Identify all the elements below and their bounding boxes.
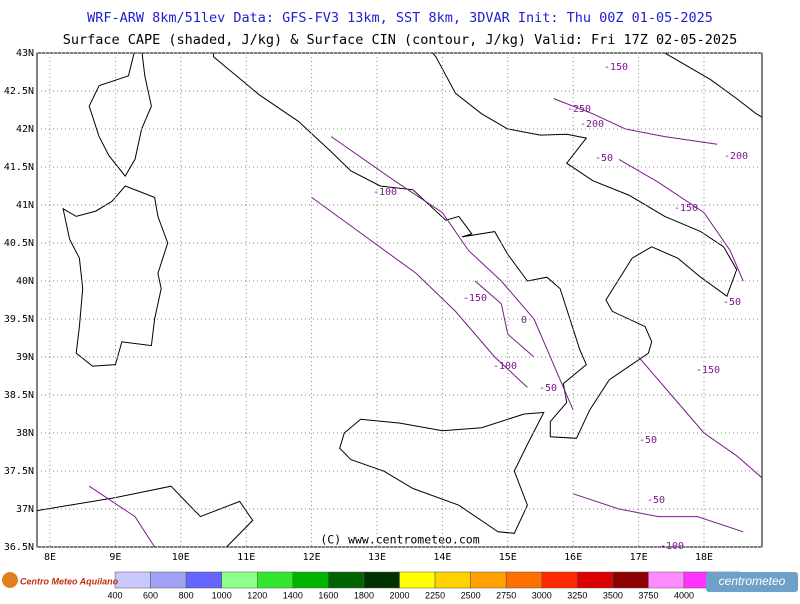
lon-label: 13E — [368, 552, 386, 563]
colorbar-label: 400 — [107, 590, 122, 600]
colorbar-box — [541, 571, 578, 589]
contour-label: 0 — [521, 315, 527, 326]
cin-contour — [330, 136, 574, 411]
lat-label: 40N — [16, 276, 34, 287]
logo-left-text: Centro Meteo Aquilano — [20, 576, 119, 586]
coastline — [663, 53, 762, 118]
lon-label: 14E — [433, 552, 451, 563]
logo-icon — [2, 572, 18, 588]
lat-label: 43N — [16, 48, 34, 59]
lon-label: 8E — [44, 552, 56, 563]
colorbar-label: 2000 — [389, 590, 409, 600]
logo-right: centrometeo — [706, 572, 798, 592]
coastline — [213, 53, 738, 439]
lat-label: 40.5N — [4, 238, 34, 249]
lat-label: 39.5N — [4, 314, 34, 325]
lon-label: 9E — [109, 552, 121, 563]
colorbar-label: 2750 — [496, 590, 516, 600]
lat-label: 42.5N — [4, 86, 34, 97]
header-line2: Surface CAPE (shaded, J/kg) & Surface CI… — [63, 32, 738, 48]
coastline — [339, 411, 545, 534]
contour-label: -50 — [723, 297, 741, 308]
contour-label: -100 — [373, 187, 397, 198]
map-frame — [36, 52, 763, 548]
lon-label: 11E — [237, 552, 255, 563]
colorbar-label: 600 — [143, 590, 158, 600]
contour-label: -150 — [463, 293, 487, 304]
coastline — [37, 485, 254, 547]
contour-label: -150 — [696, 365, 720, 376]
colorbar-label: 3750 — [638, 590, 658, 600]
colorbar-box — [505, 571, 542, 589]
lat-label: 38N — [16, 428, 34, 439]
colorbar-box — [150, 571, 187, 589]
cin-contour — [618, 158, 744, 282]
colorbar-label: 4000 — [674, 590, 694, 600]
colorbar-label: 1200 — [247, 590, 267, 600]
contour-label: -100 — [660, 541, 684, 552]
contour-label: -250 — [567, 104, 591, 115]
logo-bg — [706, 572, 798, 592]
colorbar-box — [114, 571, 151, 589]
lat-label: 42N — [16, 124, 34, 135]
contour-label: -50 — [639, 435, 657, 446]
colorbar-label: 1000 — [212, 590, 232, 600]
lat-label: 36.5N — [4, 542, 34, 553]
colorbar-box — [292, 571, 329, 589]
lat-label: 38.5N — [4, 390, 34, 401]
colorbar-label: 2250 — [425, 590, 445, 600]
lat-label: 37N — [16, 504, 34, 515]
contour-label: -200 — [724, 151, 748, 162]
contour-label: -100 — [493, 361, 517, 372]
colorbar-box — [363, 571, 400, 589]
lon-label: 16E — [564, 552, 582, 563]
colorbar-box — [399, 571, 436, 589]
cin-contour — [573, 493, 744, 533]
lat-label: 39N — [16, 352, 34, 363]
lon-label: 10E — [172, 552, 190, 563]
colorbar-box — [577, 571, 614, 589]
lon-label: 15E — [499, 552, 517, 563]
contour-label: -50 — [595, 153, 613, 164]
cin-contour — [474, 280, 535, 358]
coastline — [62, 185, 169, 367]
copyright: (C) www.centrometeo.com — [320, 533, 479, 547]
colorbar-box — [612, 571, 649, 589]
contour-label: -150 — [604, 62, 628, 73]
colorbar-label: 3000 — [532, 590, 552, 600]
colorbar-box — [434, 571, 471, 589]
colorbar-label: 1800 — [354, 590, 374, 600]
contour-label: -50 — [647, 495, 665, 506]
contour-label: -200 — [580, 119, 604, 130]
colorbar-box — [257, 571, 294, 589]
colorbar-label: 3250 — [567, 590, 587, 600]
lon-label: 17E — [630, 552, 648, 563]
colorbar-label: 3500 — [603, 590, 623, 600]
logo-left: Centro Meteo Aquilano — [2, 572, 119, 588]
cin-contour — [311, 196, 528, 388]
lon-label: 18E — [695, 552, 713, 563]
colorbar-box — [328, 571, 365, 589]
logo-right-text: centrometeo — [719, 574, 786, 588]
colorbar-label: 1600 — [318, 590, 338, 600]
colorbar-box — [185, 571, 222, 589]
contour-label: -150 — [674, 203, 698, 214]
header-line1: WRF-ARW 8km/51lev Data: GFS-FV3 13km, SS… — [87, 10, 713, 26]
lon-label: 12E — [303, 552, 321, 563]
colorbar-label: 1400 — [283, 590, 303, 600]
contour-label: -50 — [539, 383, 557, 394]
lat-label: 41N — [16, 200, 34, 211]
colorbar-label: 2500 — [461, 590, 481, 600]
colorbar-box — [470, 571, 507, 589]
colorbar-box — [648, 571, 685, 589]
lat-label: 37.5N — [4, 466, 34, 477]
colorbar-box — [221, 571, 258, 589]
colorbar-label: 800 — [179, 590, 194, 600]
cin-contour — [88, 485, 156, 547]
lat-label: 41.5N — [4, 162, 34, 173]
